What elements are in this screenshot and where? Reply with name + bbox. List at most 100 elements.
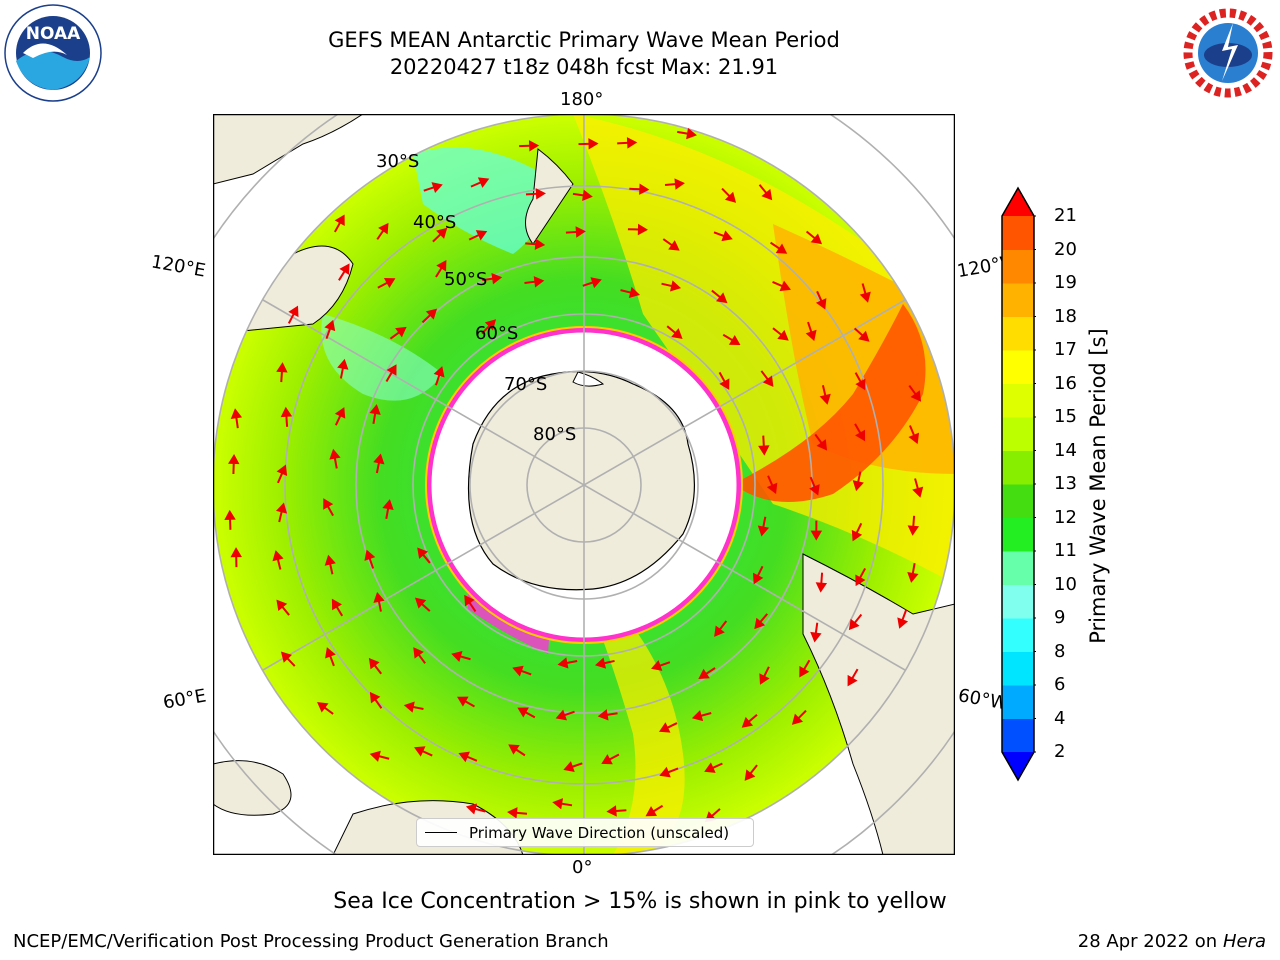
wave-direction-arrowhead bbox=[431, 182, 443, 194]
wave-direction-arrowhead bbox=[816, 439, 828, 451]
wave-direction-arrowhead bbox=[650, 660, 663, 671]
wave-direction-arrowhead bbox=[555, 709, 567, 721]
sea-ice-caption: Sea Ice Concentration > 15% is shown in … bbox=[333, 889, 947, 914]
wave-direction-arrowhead bbox=[369, 691, 381, 704]
wave-direction-arrowhead bbox=[766, 482, 778, 495]
wave-direction-arrowhead bbox=[815, 298, 827, 310]
wave-direction-arrowhead bbox=[275, 502, 288, 514]
wave-direction-arrowhead bbox=[626, 137, 638, 149]
wave-direction-arrowhead bbox=[337, 358, 349, 370]
wave-direction-arrowhead bbox=[228, 453, 240, 465]
wave-direction-arrowhead bbox=[674, 178, 685, 190]
wave-direction-arrowhead bbox=[852, 480, 864, 492]
wave-direction-arrowhead bbox=[414, 597, 427, 609]
wave-direction-arrowhead bbox=[859, 291, 871, 303]
wave-direction-arrowhead bbox=[754, 617, 766, 630]
legend-line-sample bbox=[425, 832, 457, 833]
chart-title: GEFS MEAN Antarctic Primary Wave Mean Pe… bbox=[328, 28, 840, 52]
colorbar-tick-label: 18 bbox=[1054, 305, 1077, 327]
footer-date: 28 Apr 2022 on Hera bbox=[1078, 931, 1266, 952]
wave-direction-arrowhead bbox=[668, 240, 680, 251]
wave-direction-arrowhead bbox=[425, 308, 438, 320]
wave-direction-arrowhead bbox=[606, 805, 617, 817]
noaa-logo-text: NOAA bbox=[26, 24, 81, 44]
wave-direction-arrowhead bbox=[752, 572, 764, 585]
wave-direction-arrowhead bbox=[383, 277, 396, 289]
wave-direction-arrowhead bbox=[671, 328, 683, 339]
wave-direction-arrowhead bbox=[317, 701, 329, 713]
wave-direction-arrowhead bbox=[855, 378, 866, 391]
wave-direction-arrowhead bbox=[395, 326, 407, 338]
colorbar-over-triangle bbox=[1002, 188, 1034, 216]
wave-direction-arrowhead bbox=[716, 292, 728, 304]
lat-label-40s: 40°S bbox=[413, 212, 457, 233]
colorbar-tick-label: 6 bbox=[1054, 674, 1066, 695]
wave-direction-arrowhead bbox=[907, 572, 919, 583]
wave-direction-arrowhead bbox=[484, 319, 497, 331]
wave-direction-arrowhead bbox=[364, 549, 376, 561]
wave-direction-arrowhead bbox=[280, 406, 293, 418]
colorbar-tick-label: 4 bbox=[1054, 707, 1066, 729]
wave-direction-arrowhead bbox=[855, 574, 866, 587]
colorbar-segment bbox=[1002, 517, 1034, 552]
wave-direction-arrowhead bbox=[329, 448, 341, 460]
wave-direction-arrowhead bbox=[276, 599, 288, 611]
wave-direction-arrowhead bbox=[413, 647, 424, 659]
wave-direction-arrowhead bbox=[272, 550, 284, 562]
colorbar-segment bbox=[1002, 551, 1034, 585]
wave-direction-arrowhead bbox=[324, 554, 336, 566]
wave-direction-arrowhead bbox=[779, 280, 791, 292]
colorbar-tick-label: 14 bbox=[1054, 439, 1077, 461]
wave-direction-arrowhead bbox=[533, 276, 545, 288]
lon-label-60e: 60°E bbox=[161, 685, 208, 714]
colorbar-segment bbox=[1002, 685, 1034, 719]
legend-text: Primary Wave Direction (unscaled) bbox=[469, 823, 730, 842]
wave-direction-arrowhead bbox=[276, 464, 288, 477]
colorbar-segment bbox=[1002, 350, 1034, 384]
wave-direction-arrowhead bbox=[691, 710, 704, 722]
wave-direction-arrowhead bbox=[417, 547, 428, 559]
wave-direction-arrowhead bbox=[757, 525, 770, 537]
wave-direction-arrowhead bbox=[601, 754, 613, 765]
wave-direction-arrowhead bbox=[288, 305, 299, 318]
colorbar-tick-label: 21 bbox=[1054, 205, 1077, 226]
wave-direction-arrowhead bbox=[534, 238, 546, 250]
wave-direction-arrowhead bbox=[528, 140, 540, 152]
wave-direction-arrowhead bbox=[907, 525, 920, 536]
wave-direction-arrowhead bbox=[507, 807, 518, 819]
wave-direction-arrowhead bbox=[724, 191, 737, 203]
wave-direction-arrowhead bbox=[912, 486, 924, 498]
wave-direction-arrowhead bbox=[855, 429, 866, 442]
wave-direction-arrowhead bbox=[908, 432, 920, 445]
lat-label-70s: 70°S bbox=[504, 374, 548, 395]
colorbar-segment bbox=[1002, 216, 1034, 250]
wave-direction-arrowhead bbox=[799, 665, 810, 678]
wave-direction-arrowhead bbox=[457, 696, 469, 707]
wave-direction-arrowhead bbox=[848, 618, 860, 631]
wave-direction-arrowhead bbox=[759, 673, 770, 685]
wave-direction-arrowhead bbox=[744, 769, 756, 781]
colorbar-under-triangle bbox=[1002, 752, 1034, 780]
wave-direction-arrowhead bbox=[334, 214, 345, 226]
wave-direction-arrowhead bbox=[810, 530, 823, 541]
wave-direction-arrowhead bbox=[775, 243, 788, 254]
wave-direction-arrowhead bbox=[669, 280, 682, 292]
wave-direction-arrowhead bbox=[535, 188, 546, 200]
wave-direction-arrowhead bbox=[805, 329, 817, 342]
wave-direction-arrowhead bbox=[714, 625, 725, 637]
wave-direction-arrowhead bbox=[582, 189, 593, 201]
footer-date-text: 28 Apr 2022 on bbox=[1077, 931, 1218, 952]
wave-direction-arrowhead bbox=[575, 226, 586, 238]
wave-direction-arrowhead bbox=[819, 393, 831, 405]
wave-direction-arrowhead bbox=[491, 273, 503, 285]
wave-direction-arrowhead bbox=[339, 263, 350, 275]
wave-direction-arrowhead bbox=[645, 806, 658, 817]
wave-direction-arrowhead bbox=[325, 647, 336, 659]
wave-direction-arrowhead bbox=[373, 591, 385, 603]
wave-direction-arrowhead bbox=[224, 509, 236, 521]
wave-direction-arrowhead bbox=[809, 484, 820, 496]
polar-map bbox=[213, 114, 955, 855]
colorbar-segment bbox=[1002, 484, 1034, 518]
lat-label-60s: 60°S bbox=[475, 323, 519, 344]
colorbar-tick-label: 11 bbox=[1054, 540, 1077, 561]
